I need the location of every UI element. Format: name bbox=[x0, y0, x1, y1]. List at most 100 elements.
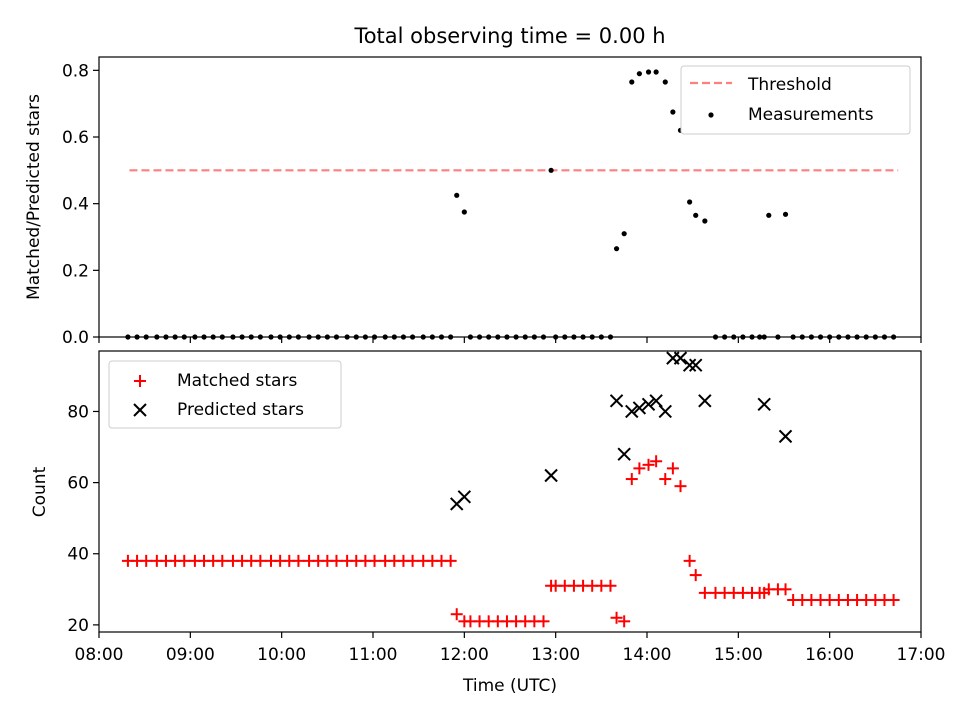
top-legend: Threshold Measurements bbox=[680, 65, 911, 135]
matched-point-30 bbox=[406, 554, 419, 567]
matched-point-63 bbox=[683, 554, 696, 567]
matched-point-62 bbox=[674, 480, 687, 493]
predicted-point-11 bbox=[673, 351, 688, 365]
predicted-point-16 bbox=[778, 429, 793, 444]
legend-measurements-label: Measurements bbox=[748, 105, 874, 125]
matched-point-59 bbox=[650, 455, 663, 468]
top-ticks: 0.0 0.2 0.4 0.6 0.8 bbox=[62, 61, 922, 348]
predicted-point-5 bbox=[625, 404, 639, 419]
matched-point-56 bbox=[625, 473, 638, 486]
bottom-xtick-label-7: 15:00 bbox=[714, 645, 763, 665]
legend-predicted-swatch bbox=[133, 403, 147, 417]
predicted-point-8 bbox=[649, 394, 663, 408]
bottom-legend: Matched stars Predicted stars bbox=[108, 360, 342, 429]
legend-measurements-swatch bbox=[708, 112, 714, 118]
measurement-point-75 bbox=[782, 211, 789, 217]
top-ytick-label-0: 0.0 bbox=[62, 328, 89, 348]
measurement-point-36 bbox=[461, 209, 467, 215]
matched-point-26 bbox=[368, 554, 381, 567]
legend-threshold-label: Threshold bbox=[747, 75, 832, 95]
measurement-point-63 bbox=[687, 199, 693, 205]
bottom-xtick-label-0: 08:00 bbox=[75, 645, 124, 665]
figure-title: Total observing time = 0.00 h bbox=[353, 24, 665, 48]
measurement-point-65 bbox=[702, 218, 708, 224]
top-ytick-label-2: 0.4 bbox=[62, 195, 89, 215]
bottom-xtick-label-6: 14:00 bbox=[623, 645, 672, 665]
matched-point-34 bbox=[444, 554, 457, 567]
matched-point-87 bbox=[887, 593, 900, 606]
predicted-point-4 bbox=[617, 447, 631, 461]
top-ytick-label-4: 0.8 bbox=[62, 61, 89, 81]
legend-matched-label: Matched stars bbox=[177, 371, 297, 391]
measurement-point-54 bbox=[613, 246, 620, 252]
measurement-point-61 bbox=[670, 109, 676, 115]
bottom-panel: 08:00 09:00 10:00 11:00 12:00 13:00 14:00 15:00… bbox=[30, 350, 946, 696]
bottom-ticks: 08:00 09:00 10:00 11:00 12:00 13:00 14:00 15:00… bbox=[67, 402, 945, 665]
bottom-xtick-label-4: 12:00 bbox=[440, 645, 489, 665]
bottom-ytick-label-3: 80 bbox=[67, 402, 89, 422]
predicted-point-14 bbox=[698, 394, 712, 408]
bottom-xtick-label-2: 10:00 bbox=[257, 645, 306, 665]
matched-point-55 bbox=[618, 615, 631, 628]
matched-point-2 bbox=[140, 554, 153, 567]
legend-predicted-label: Predicted stars bbox=[177, 400, 304, 420]
matched-point-64 bbox=[689, 569, 702, 582]
matched-point-75 bbox=[779, 583, 792, 596]
predicted-point-13 bbox=[689, 358, 703, 372]
legend-matched-swatch bbox=[134, 375, 146, 387]
matched-point-18 bbox=[292, 554, 305, 567]
bottom-ytick-label-1: 40 bbox=[67, 545, 89, 565]
top-panel: 0.00.20.40.60.8 Matched/Predicted stars … bbox=[24, 56, 922, 348]
top-ylabel: Matched/Predicted stars bbox=[24, 94, 44, 300]
matched-point-53 bbox=[604, 579, 617, 592]
bottom-xtick-label-3: 11:00 bbox=[349, 645, 398, 665]
predicted-point-1 bbox=[457, 490, 472, 504]
x-axis-label: Time (UTC) bbox=[462, 676, 557, 696]
measurement-point-73 bbox=[766, 212, 772, 218]
matched-point-60 bbox=[659, 473, 672, 486]
bottom-xtick-label-1: 09:00 bbox=[166, 645, 215, 665]
matched-point-6 bbox=[178, 554, 191, 567]
matched-point-57 bbox=[633, 462, 646, 475]
predicted-point-7 bbox=[641, 397, 656, 412]
measurement-point-57 bbox=[636, 71, 642, 77]
predicted-point-2 bbox=[544, 468, 558, 483]
matched-point-61 bbox=[666, 462, 679, 475]
matched-point-54 bbox=[610, 611, 623, 624]
matched-point-10 bbox=[216, 554, 229, 567]
bottom-ylabel: Count bbox=[30, 466, 50, 517]
bottom-xtick-label-9: 17:00 bbox=[897, 645, 946, 665]
measurement-point-58 bbox=[645, 69, 652, 75]
measurement-point-46 bbox=[548, 167, 554, 173]
measurement-point-56 bbox=[629, 79, 635, 85]
measurement-point-55 bbox=[621, 231, 627, 237]
matched-point-58 bbox=[642, 458, 655, 471]
matched-point-14 bbox=[254, 554, 267, 567]
bottom-ytick-label-2: 60 bbox=[67, 474, 89, 494]
bottom-legend-box bbox=[108, 360, 342, 429]
top-ytick-label-1: 0.2 bbox=[62, 261, 89, 281]
predicted-point-12 bbox=[682, 358, 697, 372]
matched-point-22 bbox=[330, 554, 343, 567]
matched-point-65 bbox=[698, 586, 711, 599]
bottom-ytick-label-0: 20 bbox=[67, 616, 89, 636]
matched-point-45 bbox=[537, 615, 550, 628]
predicted-point-15 bbox=[757, 397, 771, 412]
predicted-point-6 bbox=[632, 401, 647, 415]
top-axes-frame bbox=[98, 56, 922, 338]
top-ytick-label-3: 0.6 bbox=[62, 128, 89, 148]
top-plot-area bbox=[125, 69, 899, 340]
measurement-point-59 bbox=[653, 69, 659, 75]
matched-point-35 bbox=[450, 608, 463, 621]
measurement-point-60 bbox=[662, 79, 668, 85]
bottom-axes-frame bbox=[98, 350, 922, 633]
bottom-xtick-label-8: 16:00 bbox=[805, 645, 854, 665]
predicted-point-9 bbox=[658, 404, 672, 419]
measurement-point-35 bbox=[454, 192, 460, 198]
predicted-point-3 bbox=[609, 394, 624, 408]
bottom-xtick-label-5: 13:00 bbox=[531, 645, 580, 665]
measurement-point-64 bbox=[693, 212, 699, 218]
bottom-plot-area bbox=[121, 351, 900, 628]
top-legend-box bbox=[680, 65, 911, 135]
